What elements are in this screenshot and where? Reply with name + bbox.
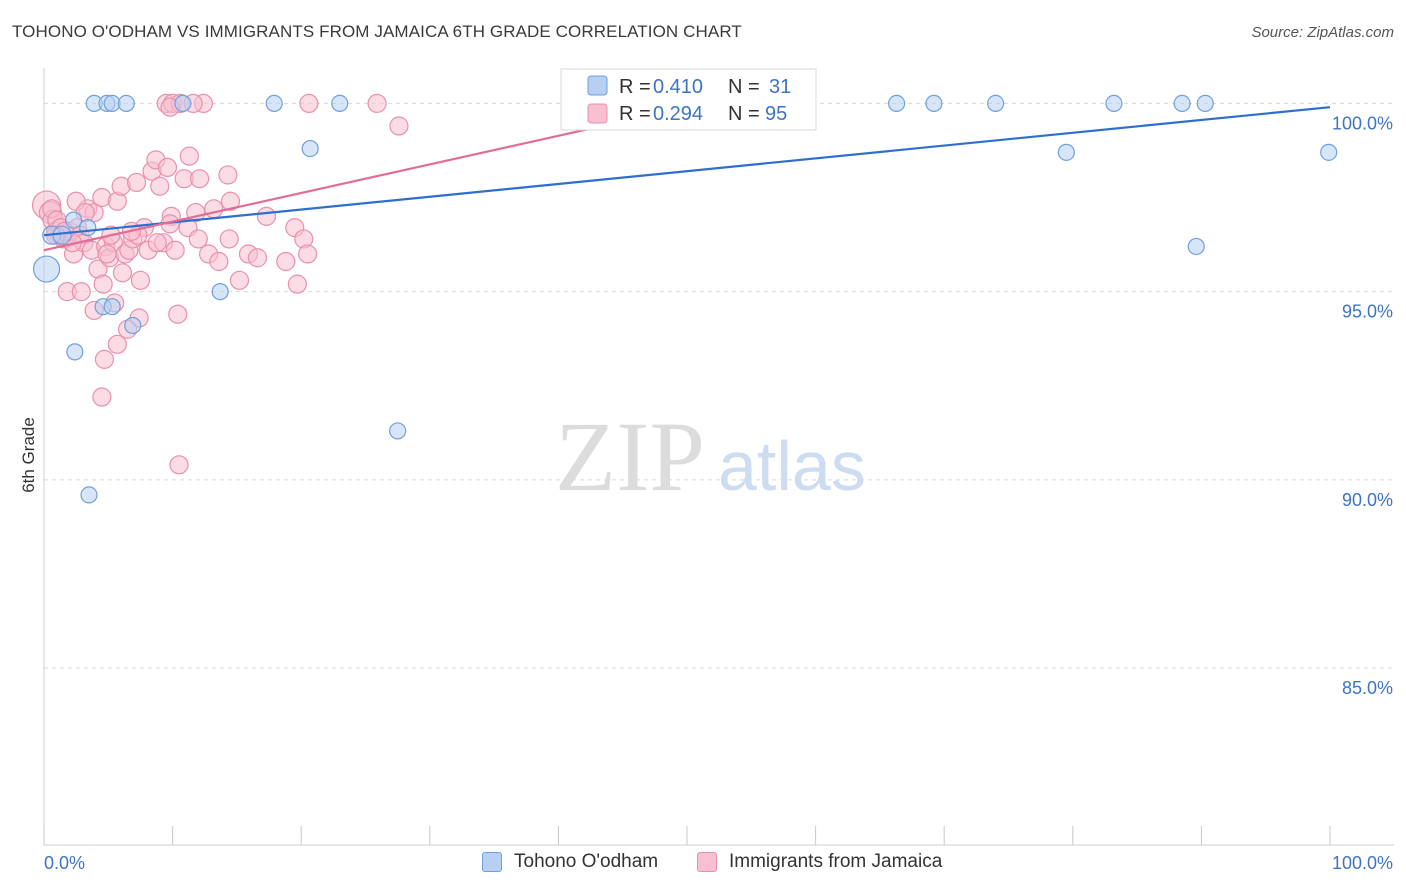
jamaica-point	[389, 116, 409, 136]
jamaica-point	[256, 206, 277, 226]
jamaica-point	[190, 169, 210, 189]
legend-swatch-pink	[587, 103, 608, 124]
tohono-point	[32, 255, 61, 283]
jamaica-point	[71, 282, 91, 302]
jamaica-point	[367, 93, 387, 114]
jamaica-point	[169, 455, 189, 475]
jamaica-point	[287, 274, 307, 294]
source-label: Source: ZipAtlas.com	[1251, 24, 1394, 41]
tohono-point	[389, 422, 407, 440]
jamaica-point	[229, 270, 250, 290]
chart-title: TOHONO O'ODHAM VS IMMIGRANTS FROM JAMAIC…	[12, 22, 742, 41]
jamaica-point	[209, 251, 229, 272]
tohono-point	[265, 94, 283, 113]
series-legend: Tohono O'odham Immigrants from Jamaica	[0, 851, 1406, 879]
jamaica-point	[168, 304, 188, 324]
y-tick-label: 85.0%	[1342, 678, 1393, 698]
x-tick-label-min: 0.0%	[44, 853, 85, 873]
trend-lines	[43, 106, 1331, 252]
tohono-point	[1105, 94, 1123, 113]
legend-item-jamaica: Immigrants from Jamaica	[697, 851, 942, 873]
y-axis-title: 6th Grade	[19, 417, 38, 493]
tohono-point	[1187, 237, 1205, 256]
jamaica-point	[94, 349, 115, 369]
tohono-point	[301, 139, 319, 158]
tohono-point	[117, 94, 135, 113]
jamaica-point	[107, 334, 127, 354]
correlation-legend: R = 0.410 N = 31 R = 0.294 N = 95	[560, 68, 817, 131]
jamaica-point	[130, 270, 151, 290]
tohono-point	[174, 94, 192, 113]
tohono-point	[64, 211, 83, 229]
legend-label-tohono: Tohono O'odham	[514, 851, 659, 872]
grid-lines	[44, 102, 1394, 669]
tick-labels: 85.0% 90.0% 95.0% 100.0% 0.0% 100.0%	[44, 113, 1393, 873]
jamaica-point	[219, 229, 239, 249]
tohono-point	[66, 343, 84, 361]
jamaica-point	[147, 233, 167, 253]
tohono-point	[331, 94, 349, 113]
jamaica-point	[298, 244, 318, 264]
tohono-point	[1057, 143, 1075, 161]
jamaica-point	[157, 157, 178, 178]
y-tick-label: 90.0%	[1342, 490, 1393, 510]
tohono-point	[1196, 94, 1214, 113]
data-points	[31, 93, 1338, 504]
legend-n-label-2: N =	[728, 103, 760, 125]
tohono-point	[211, 283, 229, 301]
jamaica-point	[97, 244, 117, 264]
legend-n-label-1: N =	[728, 76, 760, 98]
y-tick-label: 95.0%	[1342, 302, 1393, 322]
jamaica-point	[112, 263, 133, 283]
legend-swatch-blue	[587, 75, 608, 96]
tohono-point	[52, 225, 72, 245]
legend-r-label-2: R =	[619, 103, 651, 125]
jamaica-point	[150, 176, 170, 196]
watermark-zip: ZIP	[555, 401, 705, 512]
legend-r-label-1: R =	[619, 76, 651, 98]
legend-r-value-2: 0.294	[653, 103, 703, 125]
legend-swatch-tohono	[482, 852, 502, 872]
legend-r-value-1: 0.410	[653, 76, 703, 98]
jamaica-trend-line	[43, 106, 688, 252]
tohono-trend-line	[43, 106, 1331, 237]
legend-label-jamaica: Immigrants from Jamaica	[729, 851, 943, 872]
legend-n-value-1: 31	[769, 76, 791, 98]
jamaica-point	[179, 146, 199, 166]
jamaica-point	[93, 274, 113, 294]
tohono-point	[1173, 94, 1191, 113]
legend-swatch-jamaica	[697, 852, 717, 872]
jamaica-point	[247, 248, 268, 268]
legend-n-value-2: 95	[765, 103, 787, 125]
tohono-point	[888, 94, 906, 113]
x-tick-label-max: 100.0%	[1332, 853, 1393, 873]
jamaica-point	[299, 93, 319, 114]
legend-item-tohono: Tohono O'odham	[482, 851, 658, 873]
tohono-point	[80, 486, 98, 504]
jamaica-point	[165, 240, 185, 260]
jamaica-point	[204, 199, 224, 219]
tohono-point	[987, 94, 1005, 113]
jamaica-point	[276, 251, 296, 272]
watermark: ZIP atlas	[555, 401, 866, 512]
tohono-point	[124, 316, 142, 335]
tohono-point	[79, 219, 97, 237]
jamaica-point	[126, 172, 147, 193]
jamaica-point	[218, 165, 238, 185]
tohono-point	[925, 94, 943, 113]
jamaica-point	[188, 229, 208, 249]
tohono-point	[1320, 143, 1338, 161]
jamaica-point	[92, 387, 112, 407]
y-tick-label: 100.0%	[1332, 113, 1393, 133]
watermark-atlas: atlas	[718, 427, 866, 505]
tohono-point	[103, 298, 121, 316]
jamaica-point	[220, 191, 241, 211]
